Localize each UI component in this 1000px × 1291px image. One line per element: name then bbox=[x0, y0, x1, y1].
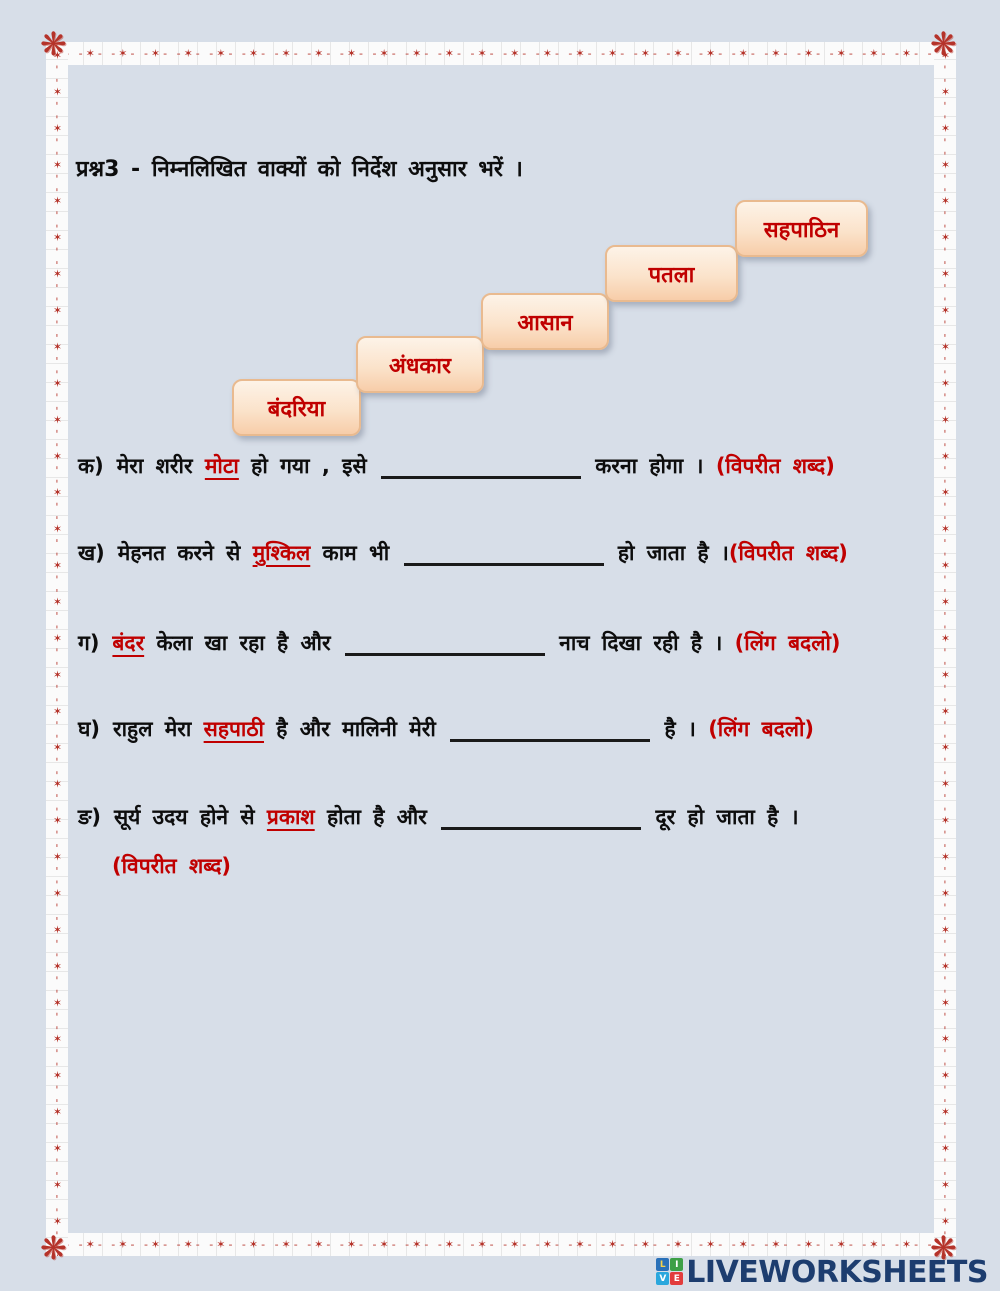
question-hint: (लिंग बदलो) bbox=[708, 717, 815, 741]
question-row-3: ग) बंदर केला खा रहा है और नाच दिखा रही है… bbox=[78, 627, 950, 660]
key-word: प्रकाश bbox=[266, 805, 315, 829]
question-row-5: ङ) सूर्य उदय होने से प्रकाश होता है और दू… bbox=[78, 801, 950, 882]
word-card-2: अंधकार bbox=[356, 336, 484, 393]
question-text: केला खा रहा है और bbox=[144, 631, 343, 655]
frame-corner-ornament-icon: ❋ bbox=[930, 1229, 957, 1267]
answer-blank[interactable] bbox=[380, 455, 581, 479]
question-hint: (लिंग बदलो) bbox=[734, 631, 841, 655]
key-word: बंदर bbox=[112, 631, 145, 655]
question-text: नाच दिखा रही है । bbox=[546, 631, 735, 655]
key-word: मोटा bbox=[204, 454, 239, 478]
frame-border-top: -✶- -✶- -✶- -✶- -✶- -✶- -✶- -✶- -✶- -✶- … bbox=[46, 42, 956, 65]
question-label: ख) bbox=[78, 541, 105, 565]
question-text: होता है और bbox=[314, 805, 440, 829]
question-text: करना होगा । bbox=[582, 454, 716, 478]
question-text: हो गया , इसे bbox=[238, 454, 379, 478]
answer-blank[interactable] bbox=[403, 542, 604, 566]
word-card-1: बंदरिया bbox=[232, 379, 361, 436]
question-text: काम भी bbox=[310, 541, 402, 565]
question-text: मेरा शरीर bbox=[116, 454, 205, 478]
frame-border-bottom: -✶- -✶- -✶- -✶- -✶- -✶- -✶- -✶- -✶- -✶- … bbox=[46, 1233, 956, 1256]
question-text: है और मालिनी मेरी bbox=[264, 717, 449, 741]
question-row-1: क) मेरा शरीर मोटा हो गया , इसे करना होगा … bbox=[78, 450, 950, 483]
key-word: मुश्किल bbox=[252, 541, 311, 565]
word-card-4: पतला bbox=[605, 245, 738, 302]
question-text: मेहनत करने से bbox=[117, 541, 253, 565]
question-label: घ) bbox=[78, 717, 101, 741]
question-hint: (विपरीत शब्द) bbox=[715, 454, 835, 478]
frame-border-right: -✶- -✶- -✶- -✶- -✶- -✶- -✶- -✶- -✶- -✶- … bbox=[934, 42, 956, 1256]
word-card-3: आसान bbox=[481, 293, 609, 350]
logo-letter-i: I bbox=[670, 1258, 684, 1271]
question-text: हो जाता है । bbox=[605, 541, 729, 565]
question-label: ग) bbox=[78, 631, 100, 655]
answer-blank[interactable] bbox=[441, 806, 642, 830]
answer-blank[interactable] bbox=[450, 718, 651, 742]
frame-corner-ornament-icon: ❋ bbox=[40, 25, 67, 63]
question-row-2: ख) मेहनत करने से मुश्किल काम भी हो जाता ह… bbox=[78, 537, 950, 570]
question-text: दूर हो जाता है । bbox=[643, 805, 799, 829]
frame-border-left: -✶- -✶- -✶- -✶- -✶- -✶- -✶- -✶- -✶- -✶- … bbox=[46, 42, 68, 1256]
logo-letter-e: E bbox=[670, 1272, 684, 1285]
question-label: क) bbox=[78, 454, 104, 478]
question-text: है । bbox=[652, 717, 709, 741]
question-text: सूर्य उदय होने से bbox=[113, 805, 267, 829]
liveworksheets-brand: LIVEWORKSHEETS bbox=[686, 1255, 988, 1290]
logo-letter-v: V bbox=[656, 1272, 670, 1285]
frame-corner-ornament-icon: ❋ bbox=[40, 1229, 67, 1267]
question-row-4: घ) राहुल मेरा सहपाठी है और मालिनी मेरी है… bbox=[78, 713, 950, 746]
question-hint: (विपरीत शब्द) bbox=[112, 853, 231, 878]
key-word: सहपाठी bbox=[203, 717, 264, 741]
logo-letter-l: L bbox=[656, 1258, 670, 1271]
word-card-5: सहपाठिन bbox=[735, 200, 868, 257]
answer-blank[interactable] bbox=[344, 632, 545, 656]
question-text: राहुल मेरा bbox=[113, 717, 204, 741]
frame-corner-ornament-icon: ❋ bbox=[930, 25, 957, 63]
question-hint: (विपरीत शब्द) bbox=[728, 541, 848, 565]
question-heading: प्रश्न3 - निम्नलिखित वाक्यों को निर्देश … bbox=[76, 157, 523, 182]
question-label: ङ) bbox=[78, 805, 101, 829]
